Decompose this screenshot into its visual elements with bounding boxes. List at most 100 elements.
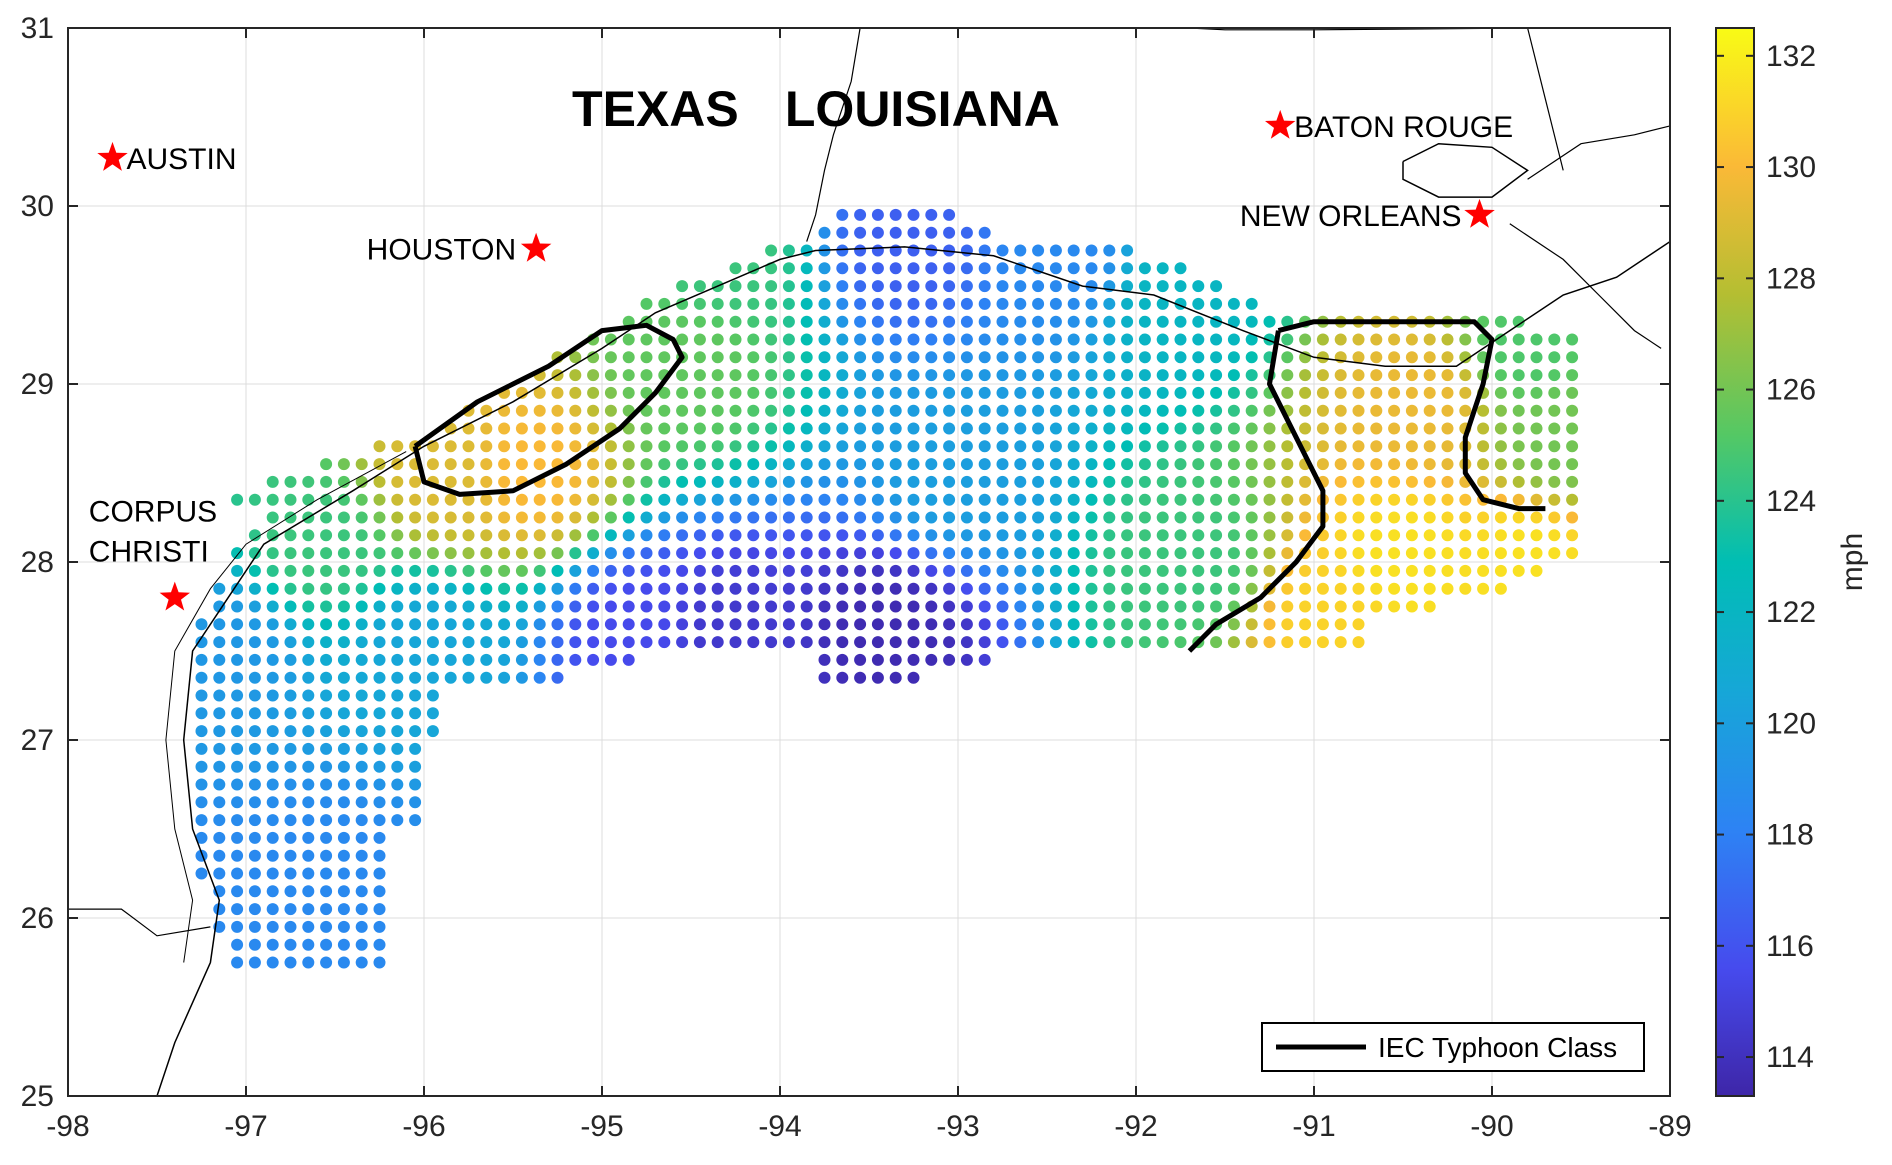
- wind-speed-point: [1316, 618, 1329, 631]
- wind-speed-point: [747, 458, 760, 471]
- wind-speed-point: [266, 511, 279, 524]
- wind-speed-point: [693, 333, 706, 346]
- wind-speed-point: [765, 315, 778, 328]
- wind-speed-point: [213, 849, 226, 862]
- wind-speed-point: [765, 618, 778, 631]
- wind-speed-point: [284, 689, 297, 702]
- wind-speed-point: [1138, 458, 1151, 471]
- wind-speed-point: [1441, 529, 1454, 542]
- wind-speed-point: [1530, 493, 1543, 506]
- wind-speed-point: [960, 315, 973, 328]
- wind-speed-point: [782, 618, 795, 631]
- wind-speed-point: [836, 244, 849, 257]
- wind-speed-point: [622, 547, 635, 560]
- wind-speed-point: [426, 671, 439, 684]
- wind-speed-point: [1085, 440, 1098, 453]
- wind-speed-point: [889, 280, 902, 293]
- wind-speed-point: [320, 636, 333, 649]
- wind-speed-point: [907, 653, 920, 666]
- wind-speed-point: [854, 440, 867, 453]
- colorbar-gradient: [1715, 27, 1755, 1097]
- wind-speed-point: [1566, 351, 1579, 364]
- wind-speed-point: [1049, 333, 1062, 346]
- wind-speed-point: [1227, 458, 1240, 471]
- wind-speed-point: [1103, 636, 1116, 649]
- wind-speed-point: [676, 529, 689, 542]
- iec-contour-la-east: [1277, 319, 1546, 512]
- wind-speed-point: [1441, 475, 1454, 488]
- wind-speed-point: [320, 475, 333, 488]
- wind-speed-point: [1566, 547, 1579, 560]
- wind-speed-point: [231, 725, 244, 738]
- wind-speed-point: [266, 885, 279, 898]
- wind-speed-point: [765, 529, 778, 542]
- wind-speed-point: [818, 529, 831, 542]
- wind-speed-point: [693, 440, 706, 453]
- wind-speed-point: [248, 547, 261, 560]
- wind-speed-point: [231, 920, 244, 933]
- colorbar-tick-label: 128: [1766, 262, 1816, 295]
- wind-speed-point: [978, 440, 991, 453]
- coastline: [68, 28, 1670, 1096]
- wind-speed-point: [1121, 493, 1134, 506]
- x-tick-label: -90: [1470, 1110, 1513, 1143]
- wind-speed-point: [925, 244, 938, 257]
- wind-speed-point: [782, 262, 795, 275]
- wind-speed-point: [907, 618, 920, 631]
- wind-speed-point: [854, 636, 867, 649]
- wind-speed-point: [782, 600, 795, 613]
- wind-speed-point: [978, 582, 991, 595]
- wind-speed-point: [711, 333, 724, 346]
- wind-speed-point: [1138, 636, 1151, 649]
- wind-speed-point: [604, 653, 617, 666]
- wind-speed-point: [533, 547, 546, 560]
- wind-speed-point: [266, 956, 279, 969]
- wind-speed-point: [320, 903, 333, 916]
- wind-speed-point: [373, 475, 386, 488]
- wind-speed-point: [213, 725, 226, 738]
- colorbar-label: mph: [1836, 533, 1869, 591]
- wind-speed-point: [1405, 582, 1418, 595]
- wind-speed-point: [693, 458, 706, 471]
- wind-speed-point: [391, 564, 404, 577]
- wind-speed-point: [409, 707, 422, 720]
- wind-speed-point: [498, 636, 511, 649]
- wind-speed-point: [337, 547, 350, 560]
- wind-speed-point: [1192, 618, 1205, 631]
- wind-speed-point: [284, 742, 297, 755]
- wind-speed-point: [320, 956, 333, 969]
- wind-speed-point: [444, 493, 457, 506]
- wind-speed-point: [533, 653, 546, 666]
- wind-speed-point: [658, 315, 671, 328]
- wind-speed-point: [854, 618, 867, 631]
- wind-speed-point: [907, 547, 920, 560]
- wind-speed-point: [533, 386, 546, 399]
- wind-speed-point: [498, 475, 511, 488]
- wind-speed-point: [231, 582, 244, 595]
- wind-speed-point: [1032, 618, 1045, 631]
- wind-speed-point: [1085, 315, 1098, 328]
- wind-speed-point: [231, 618, 244, 631]
- wind-speed-point: [1299, 475, 1312, 488]
- wind-speed-point: [302, 547, 315, 560]
- wind-speed-point: [302, 600, 315, 613]
- wind-speed-point: [1032, 297, 1045, 310]
- wind-speed-point: [1245, 386, 1258, 399]
- wind-speed-point: [1014, 511, 1027, 524]
- wind-speed-point: [373, 493, 386, 506]
- x-axis-ticks: -98 -97 -96 -95 -94 -93 -92 -91 -90 -89: [46, 28, 1692, 1143]
- wind-speed-point: [1512, 493, 1525, 506]
- wind-speed-point: [889, 369, 902, 382]
- wind-speed-point: [1281, 529, 1294, 542]
- wind-speed-point: [765, 297, 778, 310]
- wind-speed-point: [409, 725, 422, 738]
- wind-speed-point: [765, 547, 778, 560]
- wind-speed-point: [782, 564, 795, 577]
- wind-speed-point: [747, 475, 760, 488]
- wind-speed-point: [462, 475, 475, 488]
- wind-speed-point: [1245, 351, 1258, 364]
- wind-speed-point: [498, 671, 511, 684]
- wind-speed-point: [996, 547, 1009, 560]
- wind-speed-point: [765, 493, 778, 506]
- wind-speed-point: [800, 475, 813, 488]
